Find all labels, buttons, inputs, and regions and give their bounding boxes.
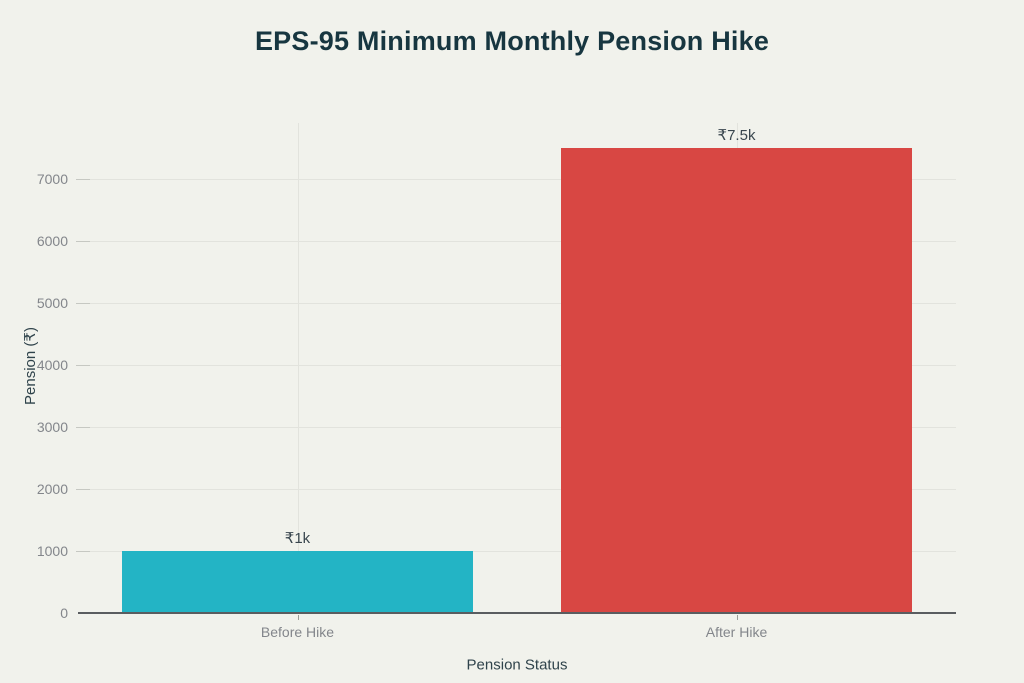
y-tick-label: 1000 xyxy=(36,542,68,559)
y-tick-mark xyxy=(76,488,90,490)
y-gridline xyxy=(78,364,956,366)
y-tick-mark xyxy=(76,364,90,366)
chart-title: EPS-95 Minimum Monthly Pension Hike xyxy=(254,26,770,56)
x-tick-mark xyxy=(736,615,738,620)
bar-value-label-after-hike: ₹7.5k xyxy=(717,126,756,144)
y-tick-mark xyxy=(76,302,90,304)
y-tick-label: 4000 xyxy=(36,356,68,373)
y-tick-label: 6000 xyxy=(36,232,68,249)
y-tick-label: 7000 xyxy=(36,170,68,187)
y-tick-label: 0 xyxy=(60,605,68,621)
y-gridline xyxy=(78,488,956,490)
bar-after-hike xyxy=(560,147,913,613)
x-tick-mark xyxy=(297,615,299,620)
y-gridline xyxy=(78,550,956,552)
y-gridline xyxy=(78,302,956,304)
y-gridline xyxy=(78,178,956,180)
x-gridline xyxy=(297,123,299,613)
bar-value-label-before-hike: ₹1k xyxy=(284,529,311,547)
bar-before-hike xyxy=(121,550,474,613)
y-tick-label: 3000 xyxy=(36,418,68,435)
x-axis-label: Pension Status xyxy=(466,656,568,674)
y-tick-mark xyxy=(76,178,90,180)
y-tick-label: 5000 xyxy=(36,294,68,311)
y-tick-mark xyxy=(76,426,90,428)
x-tick-label-before-hike: Before Hike xyxy=(260,624,335,640)
x-tick-label-after-hike: After Hike xyxy=(705,624,768,640)
x-axis-line xyxy=(78,612,956,614)
y-tick-mark xyxy=(76,240,90,242)
y-tick-mark xyxy=(76,550,90,552)
y-tick-label: 2000 xyxy=(36,480,68,497)
y-gridline xyxy=(78,426,956,428)
y-gridline xyxy=(78,240,956,242)
